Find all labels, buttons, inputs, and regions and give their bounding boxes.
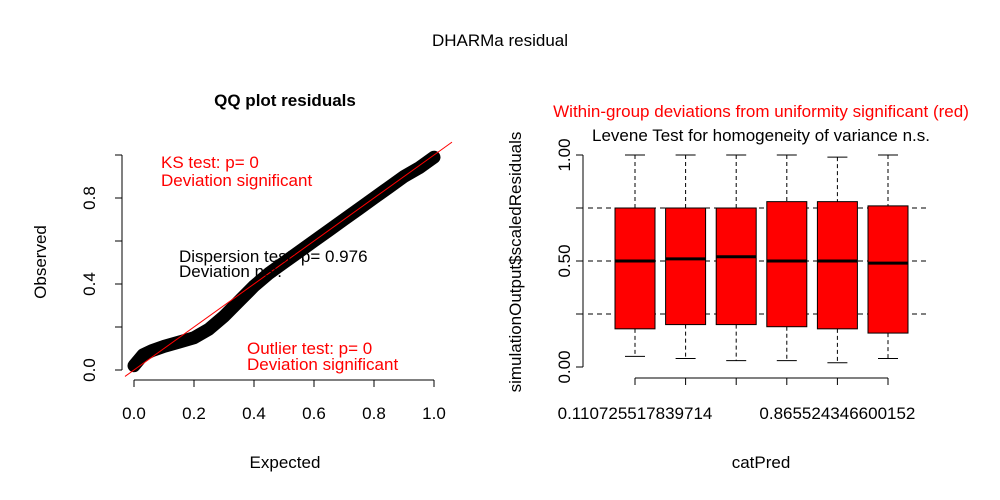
qq-point	[325, 226, 333, 234]
qq-x-axis: 0.0 0.2 0.4 0.6 0.8 1.0	[122, 379, 446, 423]
box-rect	[766, 201, 808, 328]
boxplot-boxes	[614, 154, 909, 364]
qq-point	[340, 216, 348, 223]
dispersion-test-text: Dispersion test: p= 0.976	[179, 247, 368, 266]
boxplot-panel: Within-group deviations from uniformity …	[506, 102, 969, 472]
qq-xlabel: Expected	[250, 453, 321, 472]
box-group	[766, 154, 808, 362]
box-group	[665, 154, 707, 360]
qq-x-tick-label: 0.0	[122, 404, 146, 423]
qq-x-tick-label: 0.8	[362, 404, 386, 423]
qq-point	[190, 334, 198, 342]
qq-point	[400, 173, 408, 180]
qq-point	[235, 297, 243, 305]
boxplot-title: Within-group deviations from uniformity …	[553, 102, 969, 121]
boxplot-x-tick-label: 0.865524346600152	[759, 404, 915, 423]
qq-y-tick-label: 0.4	[80, 272, 99, 296]
qq-point	[355, 205, 363, 213]
qq-point	[205, 325, 213, 333]
qq-x-tick-label: 0.4	[242, 404, 266, 423]
outlier-test-text: Outlier test: p= 0	[247, 339, 372, 358]
boxplot-y-tick-label: 0.50	[555, 244, 574, 277]
qq-point	[310, 237, 318, 245]
box-rect	[867, 205, 909, 334]
qq-y-tick-label: 0.0	[80, 358, 99, 382]
qq-title: QQ plot residuals	[214, 91, 356, 110]
qq-point	[139, 351, 147, 359]
qq-point	[280, 259, 288, 266]
figure-title: DHARMa residual	[432, 31, 568, 50]
qq-panel: QQ plot residuals Expected Observed 0.0 0…	[31, 91, 453, 472]
ks-deviation-text: Deviation significant	[161, 171, 312, 190]
dispersion-deviation-text: Deviation n.s.	[179, 262, 282, 281]
qq-point	[148, 347, 156, 355]
qq-x-tick-label: 0.2	[182, 404, 206, 423]
boxplot-ylabel: simulationOutput$scaledResiduals	[506, 132, 525, 393]
box-group	[867, 154, 909, 360]
qq-y-tick-label: 0.8	[80, 186, 99, 210]
box-rect	[715, 207, 757, 326]
qq-x-tick-label: 1.0	[422, 404, 446, 423]
qq-point	[370, 194, 378, 202]
qq-y-axis: 0.0 0.4 0.8	[80, 154, 123, 382]
boxplot-xlabel: catPred	[732, 453, 791, 472]
qq-point	[265, 269, 273, 277]
box-rect	[665, 207, 707, 326]
box-group	[816, 156, 858, 364]
box-group	[715, 154, 757, 362]
boxplot-y-tick-label: 0.00	[555, 350, 574, 383]
qq-point	[295, 248, 303, 256]
box-group	[614, 154, 656, 357]
box-rect	[816, 201, 858, 330]
ks-test-text: KS test: p= 0	[161, 153, 259, 172]
qq-reference-line	[124, 141, 453, 377]
qq-point	[175, 338, 183, 346]
qq-point	[385, 183, 393, 191]
boxplot-y-tick-label: 1.00	[555, 138, 574, 171]
qq-data	[124, 141, 453, 377]
qq-ylabel: Observed	[31, 225, 50, 299]
qq-point	[220, 312, 228, 320]
boxplot-subtitle: Levene Test for homogeneity of variance …	[592, 126, 930, 145]
outlier-deviation-text: Deviation significant	[247, 355, 398, 374]
boxplot-x-axis: 0.110725517839714 0.865524346600152	[558, 377, 915, 423]
qq-x-tick-label: 0.6	[302, 404, 326, 423]
boxplot-x-tick-label: 0.110725517839714	[558, 404, 713, 423]
boxplot-y-axis: 0.00 0.50 1.00	[555, 138, 584, 384]
qq-point	[130, 362, 138, 370]
box-rect	[614, 207, 656, 330]
